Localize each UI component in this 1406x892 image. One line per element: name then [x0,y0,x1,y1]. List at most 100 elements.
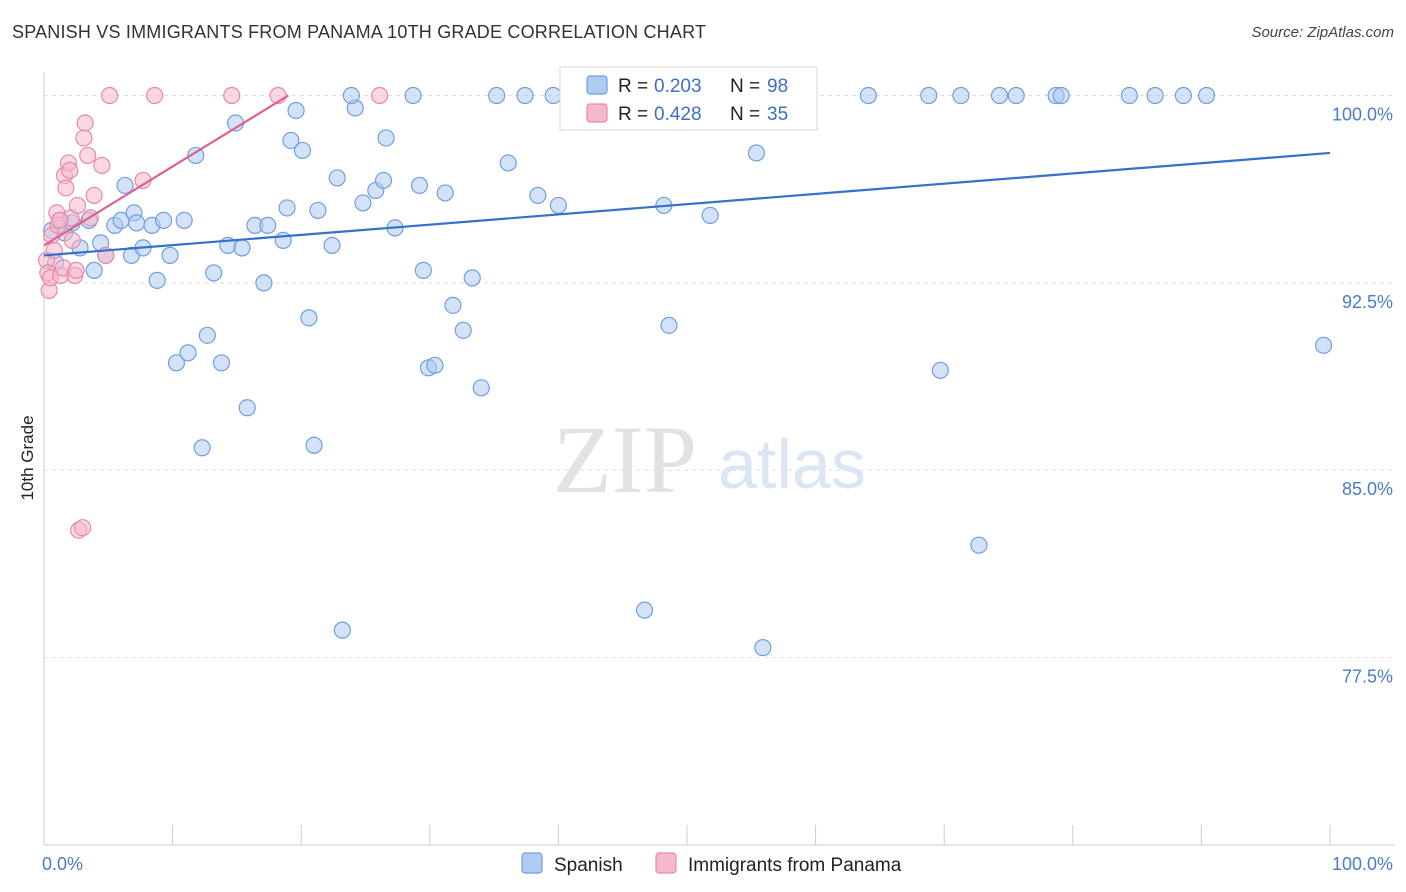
point-spanish-62 [472,379,490,397]
point-spanish-22 [175,211,193,230]
series-legend-swatch-spanish[interactable] [521,852,543,874]
point-spanish-88 [990,86,1009,105]
data-points [37,86,1333,657]
point-spanish-40 [293,141,312,160]
legend-r-label-spanish: R = [618,76,648,97]
x-ticks: 0.0% 100.0% [42,825,1393,874]
y-tick-labels: 100.0% 92.5% 85.0% 77.5% [1332,104,1393,686]
point-spanish-72 [635,601,654,619]
point-spanish-55 [414,261,432,279]
point-panama-20 [73,519,92,537]
point-spanish-27 [205,264,223,282]
point-spanish-93 [1146,86,1164,105]
point-spanish-42 [305,436,323,454]
point-spanish-63 [488,86,506,105]
axes [43,72,1394,846]
point-spanish-7 [85,261,103,279]
point-panama-13 [61,161,79,180]
stats-legend: R = 0.203 N = 98 R = 0.428 N = 35 [559,66,818,131]
point-spanish-68 [549,196,568,215]
point-spanish-20 [161,246,179,264]
point-spanish-51 [377,129,395,147]
point-spanish-31 [233,239,251,257]
point-spanish-87 [970,536,988,554]
point-spanish-12 [116,176,134,195]
point-spanish-25 [193,439,211,457]
series-legend-swatch-panama[interactable] [655,852,677,874]
watermark-atlas: atlas [718,425,866,503]
point-panama-25 [85,186,103,205]
legend-n-value-panama: 35 [767,104,788,125]
point-panama-31 [223,86,241,105]
y-tick-label-0: 100.0% [1332,104,1393,124]
point-spanish-48 [354,194,372,212]
point-panama-15 [63,231,81,249]
y-tick-label-3: 77.5% [1342,667,1393,687]
point-spanish-60 [454,321,472,339]
legend-r-value-panama: 0.428 [654,104,702,125]
point-spanish-95 [1197,86,1216,105]
point-spanish-18 [148,271,166,289]
point-spanish-38 [282,131,300,150]
point-spanish-46 [333,621,351,639]
point-spanish-96 [1314,336,1333,354]
point-spanish-32 [238,399,256,417]
point-spanish-43 [309,201,327,220]
legend-r-label-panama: R = [618,104,648,125]
point-spanish-24 [187,146,205,165]
point-panama-21 [75,129,93,147]
point-panama-30 [145,86,164,105]
trendline-panama [43,94,289,247]
point-spanish-28 [212,354,231,372]
legend-swatch-panama [586,103,608,123]
point-spanish-26 [198,326,216,344]
point-spanish-92 [1120,86,1138,105]
point-panama-11 [57,179,75,197]
point-spanish-65 [516,86,534,105]
point-spanish-84 [920,86,938,105]
point-panama-28 [100,86,119,105]
point-panama-18 [68,196,87,215]
point-spanish-53 [404,86,422,105]
point-spanish-15 [127,214,146,232]
point-spanish-37 [278,199,296,217]
point-panama-17 [67,261,85,279]
trendline-spanish [43,151,1331,257]
series-legend-label-panama[interactable]: Immigrants from Panama [688,855,902,876]
series-legend-label-spanish[interactable]: Spanish [554,855,623,876]
legend-n-value-spanish: 98 [767,76,788,97]
watermark: ZIP atlas [553,406,866,513]
legend-swatch-spanish [586,75,608,95]
point-spanish-89 [1007,86,1025,105]
chart-title: SPANISH VS IMMIGRANTS FROM PANAMA 10TH G… [12,22,707,42]
point-spanish-91 [1052,86,1070,105]
point-panama-33 [371,86,389,105]
point-spanish-79 [747,144,766,162]
point-spanish-34 [255,274,273,292]
legend-r-value-spanish: 0.203 [654,76,702,97]
point-spanish-97 [342,86,360,105]
point-panama-22 [76,114,94,132]
point-spanish-86 [952,86,970,105]
series-legend: Spanish Immigrants from Panama [521,852,902,876]
point-spanish-75 [660,316,678,334]
legend-n-label-spanish: N = [730,76,760,97]
point-panama-26 [93,156,111,175]
point-spanish-80 [754,639,772,657]
point-spanish-61 [463,269,481,287]
point-spanish-67 [544,86,562,105]
legend-n-label-panama: N = [730,104,760,125]
point-spanish-21 [167,354,186,372]
point-spanish-50 [374,171,393,190]
point-panama-34 [50,211,69,230]
grid-lines [44,94,1394,659]
x-tick-label-1: 100.0% [1332,854,1393,874]
point-spanish-77 [701,206,719,225]
point-spanish-64 [499,154,517,172]
point-spanish-45 [328,169,346,187]
point-spanish-94 [1174,86,1192,105]
point-spanish-66 [529,186,547,205]
watermark-zip: ZIP [553,406,697,513]
trendlines [43,94,1331,257]
